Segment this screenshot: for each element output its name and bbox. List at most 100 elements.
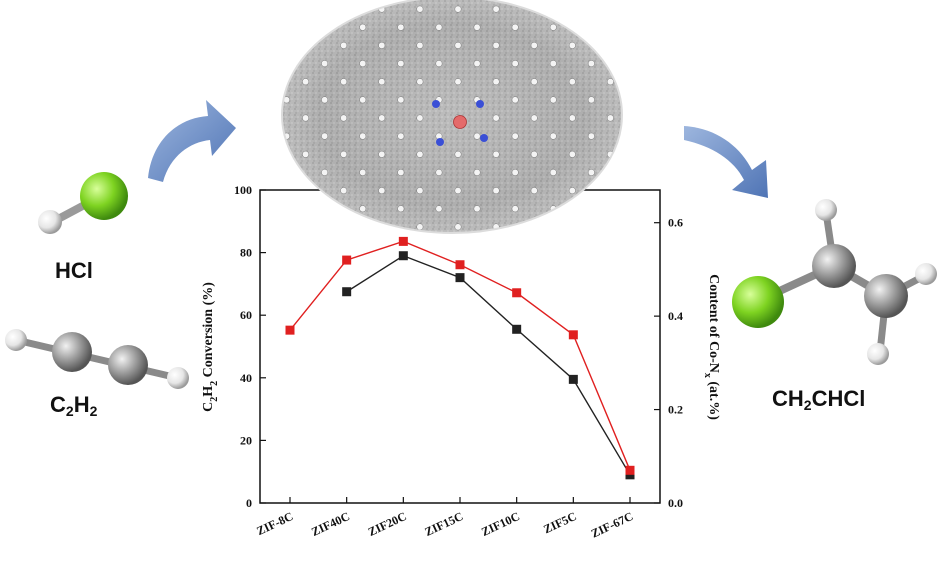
lattice-atom: [473, 169, 481, 176]
y2-tick-label: 0.6: [668, 216, 683, 230]
lattice-atom: [741, 133, 747, 139]
lattice-atom: [340, 78, 348, 86]
right-curved-arrow-icon: [684, 126, 768, 198]
lattice-atom: [226, 187, 232, 193]
lattice-atom: [664, 206, 670, 212]
lattice-atom: [568, 187, 576, 195]
lattice-atom: [798, 115, 804, 121]
lattice-atom: [683, 79, 689, 85]
lattice-atom: [226, 6, 232, 12]
lattice-atom: [798, 187, 804, 193]
lattice-atom: [549, 60, 557, 67]
lattice-atom: [760, 42, 766, 48]
lattice-atom: [397, 96, 405, 104]
lattice-atom: [530, 114, 538, 122]
lattice-atom: [131, 24, 137, 30]
lattice-atom: [359, 169, 367, 176]
lattice-atom: [112, 115, 118, 121]
lattice-atom: [702, 169, 708, 175]
lattice-atom: [817, 97, 823, 103]
tem-lattice-image: [112, 0, 823, 234]
lattice-atom: [587, 23, 595, 31]
lattice-atom: [798, 79, 804, 85]
lattice-atom: [454, 78, 462, 86]
lattice-atom: [664, 169, 670, 175]
lattice-atom: [416, 187, 424, 195]
lattice-atom: [340, 41, 348, 49]
lattice-atom: [226, 151, 232, 157]
lattice-atom: [169, 169, 175, 175]
lattice-atom: [207, 24, 213, 30]
lattice-atom: [131, 206, 137, 212]
nitrogen-atom: [432, 100, 440, 108]
lattice-atom: [283, 169, 290, 176]
y-tick-label: 0: [246, 496, 252, 510]
series-0-point: [455, 273, 465, 283]
lattice-atom: [207, 206, 213, 212]
series-1-point: [625, 465, 635, 475]
lattice-atom: [798, 224, 804, 230]
lattice-atom: [798, 151, 804, 157]
lattice-atom: [683, 151, 689, 157]
lattice-atom: [169, 24, 175, 30]
lattice-atom: [378, 187, 386, 195]
lattice-atom: [473, 60, 481, 67]
lattice-atom: [359, 205, 367, 213]
lattice-atom: [188, 6, 194, 12]
lattice-atom: [264, 115, 270, 121]
lattice-atom: [511, 169, 519, 176]
lattice-atom: [397, 205, 405, 213]
lattice-atom: [645, 42, 651, 48]
lattice-atom: [741, 60, 747, 66]
nitrogen-atom: [480, 134, 488, 142]
lattice-atom: [245, 97, 251, 103]
lattice-atom: [511, 23, 519, 31]
lattice-atom: [549, 132, 557, 140]
lattice-atom: [397, 60, 405, 67]
lattice-atom: [722, 79, 728, 85]
lattice-atom: [664, 60, 670, 66]
lattice-atom: [359, 96, 367, 104]
lattice-atom: [568, 78, 576, 86]
nitrogen-atom: [476, 100, 484, 108]
lattice-atom: [131, 60, 137, 66]
plot-frame: [259, 189, 661, 504]
lattice-atom: [397, 169, 405, 176]
series-layer: [285, 236, 635, 480]
lattice-atom: [302, 5, 310, 13]
lattice-atom: [207, 60, 213, 66]
x-tick-label: ZIF10C: [479, 509, 522, 539]
lattice-atom: [549, 23, 557, 31]
x-tick-label: ZIF20C: [366, 509, 409, 539]
lattice-atom: [378, 78, 386, 86]
series-1-point: [455, 260, 465, 270]
series-0-point: [342, 287, 352, 297]
lattice-atom: [207, 169, 213, 175]
lattice-atom: [245, 60, 251, 66]
c2h2-label: C2H2: [50, 392, 98, 419]
series-0-point: [512, 324, 522, 334]
lattice-atom: [283, 23, 290, 31]
lattice-atom: [188, 187, 194, 193]
lattice-atom: [587, 60, 595, 67]
y2-axis-label: Content of Co-Nx (at.%): [702, 274, 721, 420]
lattice-atom: [606, 41, 614, 49]
lattice-atom: [626, 60, 632, 66]
lattice-atom: [416, 150, 424, 158]
lattice-atom: [530, 41, 538, 49]
lattice-atom: [587, 169, 595, 176]
lattice-atom: [340, 114, 348, 122]
lattice-atom: [131, 97, 137, 103]
lattice-atom: [169, 206, 175, 212]
lattice-atom: [492, 78, 500, 86]
x-tick-label: ZIF-67C: [589, 509, 635, 541]
lattice-atom: [397, 132, 405, 140]
lattice-atom: [741, 206, 747, 212]
series-0-point: [625, 470, 635, 480]
lattice-atom: [606, 114, 614, 122]
x-tick-label: ZIF15C: [422, 509, 465, 539]
lattice-atom: [454, 5, 462, 13]
lattice-atom: [112, 79, 118, 85]
lattice-atom: [664, 97, 670, 103]
lattice-atom: [530, 78, 538, 86]
